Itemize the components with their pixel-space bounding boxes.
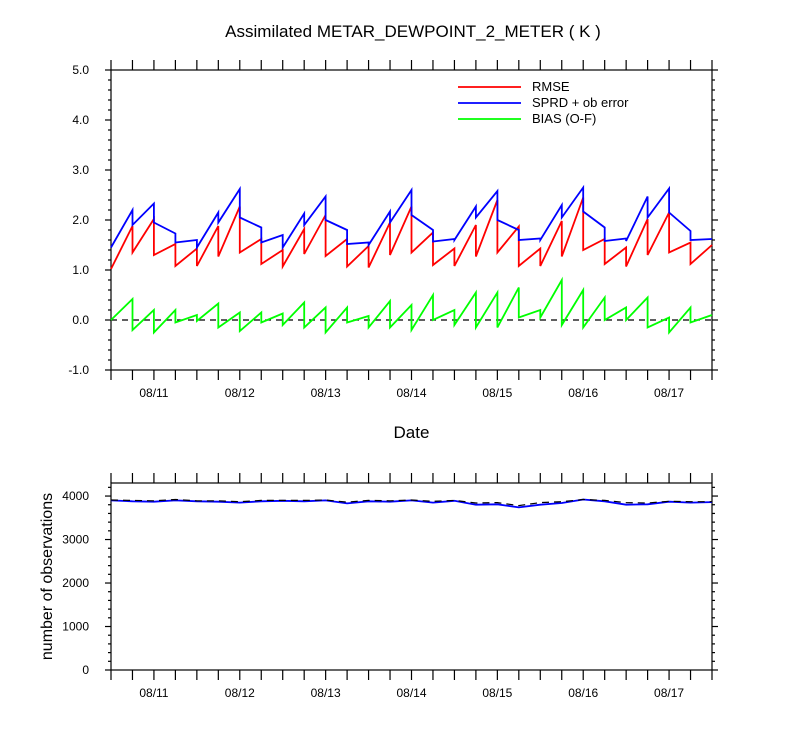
- y-tick-label: 3000: [62, 533, 89, 547]
- x-tick-label: 08/16: [568, 386, 598, 400]
- x-tick-label: 08/17: [654, 386, 684, 400]
- series-2-line: [110, 498, 712, 507]
- y-tick-label: 5.0: [72, 63, 89, 77]
- x-tick-label: 08/17: [654, 686, 684, 700]
- x-tick-label: 08/13: [311, 686, 341, 700]
- x-tick-label: 08/14: [396, 386, 426, 400]
- y-tick-label: 3.0: [72, 163, 89, 177]
- legend-label: RMSE: [532, 79, 570, 94]
- y-tick-label: 2.0: [72, 213, 89, 227]
- y-tick-label: 4000: [62, 489, 89, 503]
- y-tick-label: 1000: [62, 620, 89, 634]
- chart-title: Assimilated METAR_DEWPOINT_2_METER ( K ): [225, 22, 601, 41]
- y-tick-label: 4.0: [72, 113, 89, 127]
- x-tick-label: 08/14: [396, 686, 426, 700]
- plot-frame: [110, 482, 713, 671]
- y-axis-title: number of observations: [39, 493, 56, 660]
- y-tick-label: 1.0: [72, 263, 89, 277]
- x-tick-label: 08/13: [311, 386, 341, 400]
- y-tick-label: -1.0: [68, 363, 89, 377]
- series-sprd-ob-error-line: [110, 184, 713, 251]
- plot-panel-2: 08/11 08/12 08/13 08/14 08/15 08/16 08/17 0 1000…: [39, 473, 718, 700]
- legend-label: SPRD + ob error: [532, 95, 629, 110]
- x-tick-label: 08/12: [225, 386, 255, 400]
- y-tick-label: 0: [82, 663, 89, 677]
- series-bias-o-f-line: [110, 276, 713, 335]
- series-rmse-line: [110, 197, 713, 270]
- x-tick-label: 08/16: [568, 686, 598, 700]
- y-tick-label: 2000: [62, 576, 89, 590]
- legend-label: BIAS (O-F): [532, 111, 596, 126]
- x-axis-title: Date: [394, 423, 430, 442]
- y-tick-label: 0.0: [72, 313, 89, 327]
- x-tick-label: 08/15: [482, 686, 512, 700]
- x-tick-label: 08/11: [139, 386, 168, 400]
- x-tick-label: 08/11: [139, 686, 168, 700]
- x-tick-label: 08/15: [482, 386, 512, 400]
- plot-panel-1: 08/11 08/12 08/13 08/14 08/15 08/16 08/17 -1.0 0…: [68, 60, 718, 442]
- x-tick-label: 08/12: [225, 686, 255, 700]
